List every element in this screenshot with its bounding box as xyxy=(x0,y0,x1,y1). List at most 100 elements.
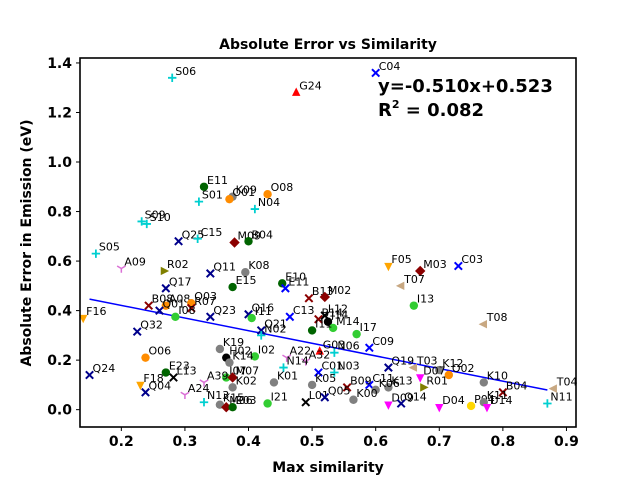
data-point xyxy=(395,281,405,291)
data-point xyxy=(171,312,180,321)
axis-ticks: 0.2 0.3 0.4 0.5 0.6 0.7 0.8 0.9 0.0 0.2 0.4 0.6 0.8 1… xyxy=(47,56,579,450)
data-point xyxy=(250,204,260,214)
scatter-point: M03 xyxy=(415,258,447,277)
point-label: B04 xyxy=(252,228,274,241)
data-point xyxy=(280,283,290,293)
x-tick-label: 0.7 xyxy=(427,434,452,450)
scatter-point: E03 xyxy=(228,394,257,412)
data-point xyxy=(384,262,393,272)
scatter-point: R07 xyxy=(186,295,216,313)
point-label: Q04 xyxy=(148,379,171,392)
data-point xyxy=(444,370,454,380)
scatter-point: M14 xyxy=(328,315,360,333)
scatter-point: S09 xyxy=(137,208,166,226)
data-point xyxy=(256,326,266,335)
data-point xyxy=(435,365,444,375)
data-point xyxy=(548,384,557,393)
scatter-point: A39 xyxy=(199,369,229,387)
point-label: I11 xyxy=(255,305,272,318)
scatter-point: K19 xyxy=(215,336,244,354)
data-point xyxy=(543,399,552,408)
point-label: Q17 xyxy=(169,275,192,288)
scatter-point: N02 xyxy=(257,322,286,340)
data-point xyxy=(247,313,256,323)
scatter-point: M07 xyxy=(227,364,259,383)
scatter-point: M02 xyxy=(319,284,351,303)
point-label: L12 xyxy=(328,303,348,316)
point-label: S06 xyxy=(175,65,196,78)
scatter-point: F05 xyxy=(384,253,412,272)
scatter-point: T07 xyxy=(395,273,425,291)
scatter-point: Q19 xyxy=(384,355,414,372)
scatter-point: O01 xyxy=(225,186,255,204)
scatter-point: K08 xyxy=(241,259,270,277)
scatter-point: N03 xyxy=(330,360,360,377)
point-label: Q32 xyxy=(140,319,163,332)
data-point xyxy=(91,249,101,258)
scatter-point: N04 xyxy=(250,196,280,214)
data-point xyxy=(241,268,250,277)
scatter-point: M09 xyxy=(229,230,261,248)
point-label: D14 xyxy=(490,394,512,407)
data-point xyxy=(307,326,317,335)
scatter-point: K00 xyxy=(349,387,378,404)
data-point xyxy=(330,348,339,357)
scatter-point: Q23 xyxy=(205,304,236,322)
y-tick-label: 0.4 xyxy=(47,304,72,320)
scatter-point: Q01 xyxy=(155,298,185,316)
data-point xyxy=(304,293,314,303)
point-label: N06 xyxy=(337,340,359,353)
data-point xyxy=(384,383,393,392)
scatter-point: C15 xyxy=(193,226,222,243)
data-point xyxy=(199,182,209,191)
point-label: R02 xyxy=(167,258,189,271)
point-label: Q19 xyxy=(391,355,414,368)
scatter-point: R02 xyxy=(160,258,189,276)
point-label: J14 xyxy=(330,309,348,322)
point-label: I08 xyxy=(178,304,195,317)
data-point xyxy=(479,378,488,387)
data-point xyxy=(371,385,380,395)
point-label: O01 xyxy=(232,186,255,199)
data-point xyxy=(342,382,352,392)
scatter-point: A22 xyxy=(282,345,311,362)
scatter-point: I02 xyxy=(250,343,275,361)
data-point xyxy=(263,399,272,408)
data-point xyxy=(137,217,146,226)
data-point xyxy=(225,194,234,204)
data-point xyxy=(174,236,183,246)
point-label: K09 xyxy=(236,184,257,197)
scatter-point: D14 xyxy=(482,394,512,413)
scatter-point: G03 xyxy=(315,338,345,355)
scatter-point: T08 xyxy=(478,311,508,329)
data-point xyxy=(408,363,418,372)
scatter-point: C13 xyxy=(285,304,315,322)
point-label: F05 xyxy=(391,253,411,266)
data-point xyxy=(466,401,476,411)
scatter-point: J14 xyxy=(323,309,348,326)
point-label: T07 xyxy=(403,273,425,286)
point-label: E03 xyxy=(236,394,257,407)
scatter-point: N06 xyxy=(330,340,360,357)
scatter-point: S05 xyxy=(91,241,120,258)
scatter-point: E23 xyxy=(161,360,190,377)
data-point xyxy=(199,398,209,407)
data-point xyxy=(168,73,177,83)
point-label: Q24 xyxy=(93,362,116,375)
data-point xyxy=(116,265,126,273)
data-point xyxy=(142,219,151,229)
data-point xyxy=(315,346,324,355)
point-label: K08 xyxy=(248,259,269,272)
x-tick-label: 0.4 xyxy=(236,434,261,450)
point-label: F18 xyxy=(143,372,163,385)
point-label: S10 xyxy=(150,211,171,224)
point-label: S05 xyxy=(99,241,120,254)
scatter-point: S10 xyxy=(142,211,171,229)
point-label: A32 xyxy=(309,348,331,361)
point-label: E11 xyxy=(207,174,228,187)
data-point xyxy=(229,237,240,248)
scatter-point: A32 xyxy=(301,348,331,366)
point-label: T08 xyxy=(486,311,508,324)
point-label: B09 xyxy=(350,374,372,387)
point-label: M03 xyxy=(423,258,447,271)
